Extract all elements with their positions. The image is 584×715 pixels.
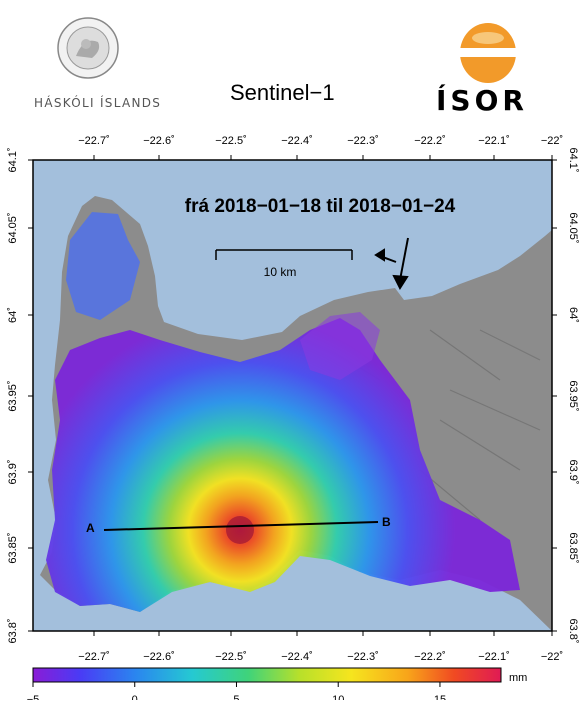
deformation-map: frá 2018−01−18 til 2018−01−24 10 km A B … bbox=[7, 135, 579, 700]
lat-tick-label-right: 63.85˚ bbox=[567, 532, 579, 563]
lon-tick-label-top: −22.1˚ bbox=[478, 135, 510, 147]
date-range-label: frá 2018−01−18 til 2018−01−24 bbox=[185, 196, 456, 217]
deformation-signal-east bbox=[300, 312, 380, 380]
lat-tick-label-right: 63.8˚ bbox=[567, 618, 579, 643]
lon-tick-label-bottom: −22.4˚ bbox=[281, 651, 313, 663]
lat-tick-label-right: 63.9˚ bbox=[567, 459, 579, 484]
lon-tick-label-bottom: −22.6˚ bbox=[143, 651, 175, 663]
lon-tick-label-top: −22.7˚ bbox=[78, 135, 110, 147]
isor-name: ÍSOR bbox=[436, 84, 528, 117]
lat-tick-label-left: 64.1˚ bbox=[7, 147, 19, 172]
colorbar bbox=[32, 667, 502, 683]
colorbar-tick-label: 0 bbox=[132, 694, 138, 700]
deformation-signal bbox=[46, 318, 520, 612]
lon-tick-label-top: −22.4˚ bbox=[281, 135, 313, 147]
university-name: HÁSKÓLI ÍSLANDS bbox=[34, 96, 162, 110]
colorbar-tick-label: 15 bbox=[434, 694, 446, 700]
lat-tick-label-right: 63.95˚ bbox=[567, 380, 579, 411]
deformation-signal-north bbox=[66, 212, 140, 320]
lon-tick-label-top: −22˚ bbox=[541, 135, 563, 147]
lat-tick-label-left: 64˚ bbox=[7, 307, 19, 323]
profile-start-label: A bbox=[86, 521, 95, 535]
lat-tick-label-right: 64.05˚ bbox=[567, 212, 579, 243]
lon-tick-label-bottom: −22.5˚ bbox=[215, 651, 247, 663]
lon-tick-label-top: −22.6˚ bbox=[143, 135, 175, 147]
lon-tick-label-bottom: −22.2˚ bbox=[414, 651, 446, 663]
lon-tick-label-top: −22.2˚ bbox=[414, 135, 446, 147]
lon-tick-label-bottom: −22˚ bbox=[541, 651, 563, 663]
page-title: Sentinel−1 bbox=[230, 80, 335, 105]
colorbar-tick-label: −5 bbox=[27, 694, 40, 700]
lat-tick-label-left: 63.85˚ bbox=[7, 532, 19, 563]
lat-tick-label-right: 64.1˚ bbox=[567, 147, 579, 172]
lon-tick-label-bottom: −22.7˚ bbox=[78, 651, 110, 663]
lat-tick-label-left: 64.05˚ bbox=[7, 212, 19, 243]
scale-bar bbox=[215, 249, 353, 260]
profile-line bbox=[103, 521, 379, 531]
scale-bar-label: 10 km bbox=[264, 265, 297, 279]
isor-logo bbox=[459, 23, 517, 83]
satellite-heading-arrows bbox=[374, 237, 409, 291]
colorbar-tick-label: 10 bbox=[332, 694, 344, 700]
lat-tick-label-left: 63.8˚ bbox=[7, 618, 19, 643]
colorbar-tick-label: 5 bbox=[233, 694, 239, 700]
lat-tick-label-left: 63.9˚ bbox=[7, 459, 19, 484]
university-seal-logo bbox=[57, 17, 119, 79]
deformation-peak bbox=[226, 516, 254, 544]
profile-end-label: B bbox=[382, 515, 391, 529]
lon-tick-label-top: −22.3˚ bbox=[347, 135, 379, 147]
lon-tick-label-bottom: −22.1˚ bbox=[478, 651, 510, 663]
lon-tick-label-top: −22.5˚ bbox=[215, 135, 247, 147]
lat-tick-label-right: 64˚ bbox=[567, 307, 579, 323]
colorbar-unit: mm bbox=[509, 672, 527, 684]
lat-tick-label-left: 63.95˚ bbox=[7, 380, 19, 411]
lon-tick-label-bottom: −22.3˚ bbox=[347, 651, 379, 663]
